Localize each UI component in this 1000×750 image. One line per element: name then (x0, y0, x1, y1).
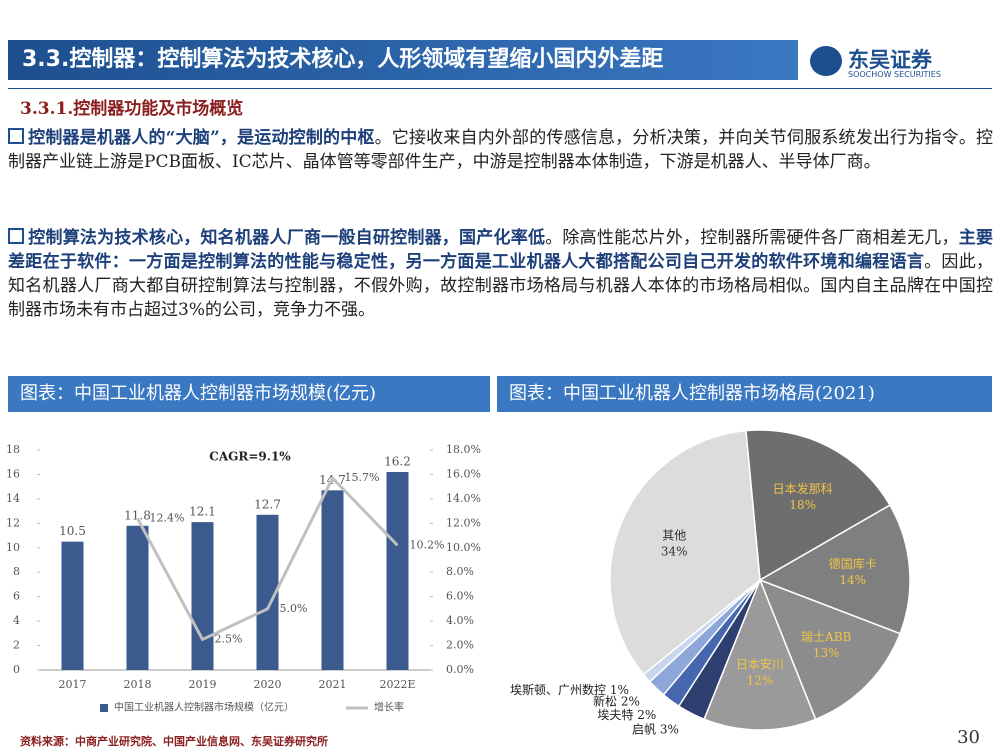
slice-value: 1% (610, 682, 629, 696)
y2-tick-label: 18.0% (446, 443, 481, 456)
bar (321, 490, 344, 670)
legend-label: 中国工业机器人控制器市场规模（亿元） (114, 701, 294, 714)
bullet-box (8, 228, 24, 244)
y-tick-label: 2 (13, 639, 20, 652)
logo-text: 东吴证券 (848, 48, 932, 72)
bar (386, 472, 409, 670)
y-tick-label: 14 (6, 492, 20, 505)
paragraph-text: 。它接收来自内外部的传感信息，分析决策，并向关节伺服系统发出行为指令。控制器产业… (8, 128, 994, 172)
legend-label: 增长率 (374, 701, 404, 714)
slice-name: 埃夫特 (597, 707, 633, 722)
slice-value: 12% (747, 673, 774, 687)
annotation: CAGR=9.1% (209, 450, 291, 464)
slice-value: 2% (621, 694, 640, 708)
line-value-label: 15.7% (345, 471, 380, 484)
slice-label: 埃夫特 2% (597, 707, 656, 722)
bar (126, 525, 149, 670)
paragraph-text: 控制算法为技术核心，知名机器人厂商一般自研控制器，国产化率低 (28, 228, 546, 248)
x-tick-label: 2022E (379, 678, 415, 691)
y-tick-label: 4 (13, 614, 20, 627)
bar-value-label: 12.1 (189, 505, 216, 519)
pie-slice (758, 578, 902, 721)
slice-name: 启帆 (632, 721, 656, 736)
logo-sub: SOOCHOW SECURITIES (848, 70, 941, 79)
slice-value: 18% (789, 498, 816, 512)
y2-tick-label: 14.0% (446, 492, 481, 505)
slice-label: 德国库卡 (829, 556, 877, 571)
logo: 东吴证券 SOOCHOW SECURITIES (810, 42, 990, 82)
y2-tick-label: 2.0% (446, 639, 474, 652)
bar-value-label: 11.8 (124, 508, 151, 522)
slice-value: 2% (637, 708, 656, 722)
paragraph: 控制器是机器人的“大脑”，是运动控制的中枢。它接收来自内外部的传感信息，分析决策… (8, 126, 993, 174)
slice-value: 34% (661, 544, 688, 558)
slice-name: 新松 (593, 693, 617, 708)
paragraph: 控制算法为技术核心，知名机器人厂商一般自研控制器，国产化率低。除高性能芯片外，控… (8, 226, 993, 322)
section-title: 3.3.1.控制器功能及市场概览 (20, 99, 244, 119)
header-title: 3.3.控制器：控制算法为技术核心，人形领域有望缩小国内外差距 (8, 40, 798, 80)
page-number: 30 (957, 727, 980, 748)
paragraph-text: 。因此，知名机器人厂商大都自研控制算法与控制器，不假外购，故控制器市场格局与机器… (8, 252, 993, 320)
bar (191, 522, 214, 670)
bar (256, 514, 279, 670)
bar (61, 541, 84, 670)
slice-label: 其他 (662, 528, 686, 542)
slice-label: 日本安川 (736, 656, 784, 671)
growth-line (136, 475, 399, 642)
panel-title: 图表：中国工业机器人控制器市场格局(2021) (497, 376, 992, 412)
slice-value: 14% (839, 573, 866, 587)
x-tick-label: 2019 (189, 678, 217, 691)
slice-value: 3% (660, 722, 679, 736)
bullet-box (8, 128, 24, 144)
y-tick-label: 12 (6, 516, 20, 529)
bar-value-label: 16.2 (384, 455, 411, 469)
y-tick-label: 18 (6, 443, 20, 456)
y2-tick-label: 10.0% (446, 541, 481, 554)
paragraph-text: 控制器是机器人的“大脑”，是运动控制的中枢 (28, 128, 375, 148)
y-tick-label: 16 (6, 467, 20, 480)
pie-slice (758, 504, 911, 635)
panel-title: 图表：中国工业机器人控制器市场规模(亿元) (8, 376, 490, 412)
slice-value: 13% (813, 646, 840, 660)
line-value-label: 2.5% (215, 632, 243, 645)
slice-label: 瑞士ABB (801, 630, 851, 644)
pie-slice (609, 429, 761, 676)
slice-label: 启帆 3% (632, 721, 679, 736)
bar-value-label: 12.7 (254, 497, 281, 511)
x-tick-label: 2017 (59, 678, 87, 691)
paragraph-text: 。除高性能芯片外，控制器所需硬件各厂商相差无几， (545, 228, 959, 248)
y-tick-label: 6 (13, 590, 20, 603)
y-tick-label: 8 (13, 565, 20, 578)
y2-tick-label: 12.0% (446, 516, 481, 529)
line-value-label: 10.2% (410, 538, 445, 551)
paragraph-text: 主要差距在于软件：一方面是控制算法的性能与稳定性，另一方面是工业机器人大都搭配公… (8, 228, 994, 272)
y2-tick-label: 6.0% (446, 590, 474, 603)
line-value-label: 12.4% (150, 511, 185, 524)
y-tick-label: 10 (6, 541, 20, 554)
y2-tick-label: 0.0% (446, 663, 474, 676)
y2-tick-label: 8.0% (446, 565, 474, 578)
y2-tick-label: 4.0% (446, 614, 474, 627)
slice-label: 新松 2% (593, 693, 640, 708)
logo-mark (810, 46, 842, 76)
pie-slice (703, 577, 817, 731)
slice-label: 日本发那科 (773, 481, 833, 496)
divider (8, 88, 992, 89)
slice-label: 埃斯顿、广州数控 1% (510, 681, 629, 696)
y-tick-label: 0 (13, 663, 20, 676)
slice-name: 埃斯顿、广州数控 (510, 681, 606, 696)
x-tick-label: 2018 (124, 678, 152, 691)
x-tick-label: 2020 (254, 678, 282, 691)
legend-swatch (100, 704, 108, 712)
y2-tick-label: 16.0% (446, 467, 481, 480)
line-value-label: 5.0% (280, 602, 308, 615)
bar-value-label: 10.5 (59, 524, 86, 538)
source-note: 资料来源：中商产业研究院、中国产业信息网、东吴证券研究所 (20, 735, 328, 748)
x-tick-label: 2021 (319, 678, 347, 691)
pie-slice (745, 429, 891, 582)
